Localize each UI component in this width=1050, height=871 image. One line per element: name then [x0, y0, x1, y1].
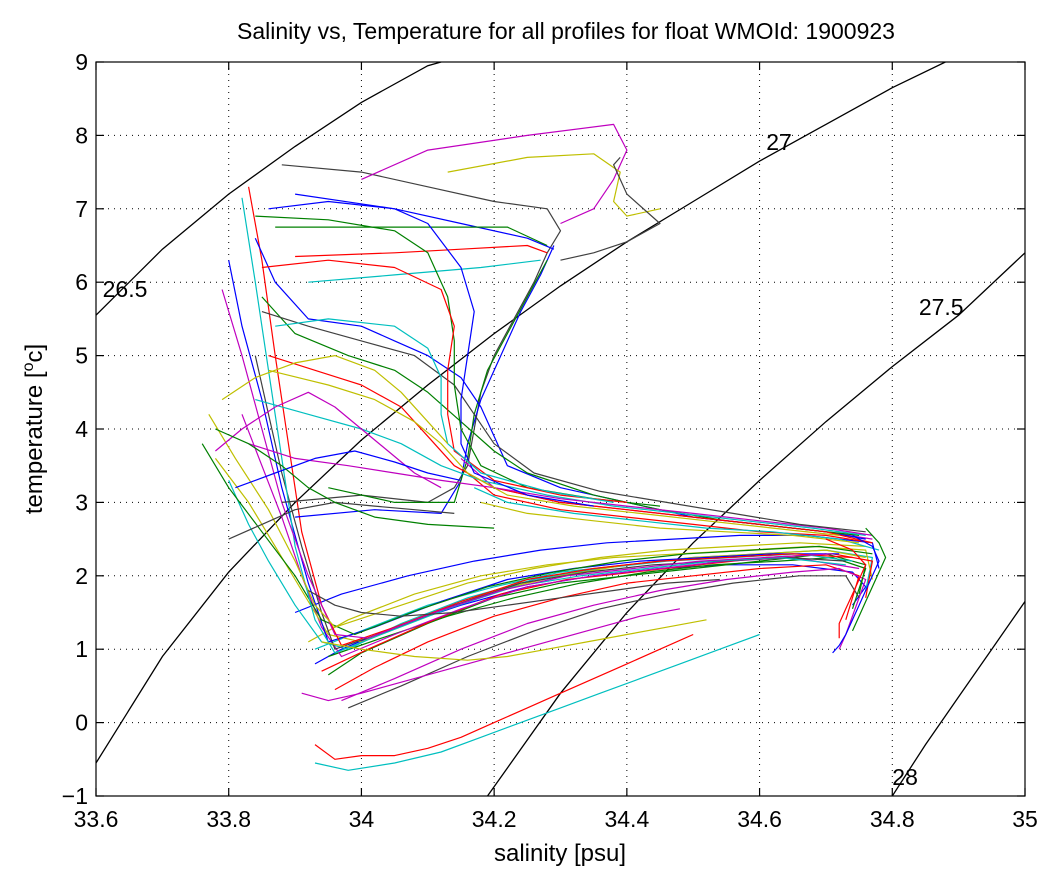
profile-line [341, 567, 867, 702]
profile-line [275, 226, 548, 247]
isopycnal-line [486, 252, 1025, 796]
y-tick-label: 4 [75, 416, 88, 442]
plot-background [96, 62, 1025, 796]
profile-line [480, 501, 860, 544]
y-tick-label: 0 [75, 710, 88, 736]
isopycnal-line [96, 62, 442, 316]
profile-line [221, 355, 449, 445]
profile-line [241, 414, 860, 658]
x-tick-label: 34.4 [604, 806, 649, 832]
profile-line [361, 123, 628, 225]
y-tick-label: −1 [62, 783, 88, 809]
y-tick-label: 7 [75, 196, 88, 222]
x-tick-label: 34.2 [472, 806, 517, 832]
profile-line [851, 527, 887, 632]
profile-line [347, 575, 860, 709]
y-axis-label-end: c] [21, 344, 48, 363]
y-axis-label: temperature [oc] [20, 344, 48, 514]
profile-line [473, 487, 880, 551]
isopycnal-line [96, 62, 946, 764]
profile-line [208, 413, 866, 628]
isopycnal-contours [96, 62, 1025, 796]
y-tick-label: 1 [75, 636, 88, 662]
profile-line [241, 197, 846, 654]
y-tick-label: 9 [75, 49, 88, 75]
grid-lines [96, 62, 1025, 796]
profile-line [295, 193, 555, 250]
profile-line [281, 252, 548, 503]
chart-title: Salinity vs, Temperature for all profile… [237, 18, 895, 44]
profile-line [308, 259, 541, 283]
y-tick-label: 6 [75, 269, 88, 295]
profile-line [268, 369, 840, 536]
y-tick-label: 5 [75, 343, 88, 369]
profile-line [255, 399, 866, 536]
isopycnal-label: 26.5 [103, 276, 148, 302]
profile-line [248, 186, 853, 647]
x-tick-label: 33.6 [74, 806, 119, 832]
y-axis-label-main: temperature [ [21, 371, 48, 514]
profile-line [215, 428, 495, 529]
profile-line [221, 289, 833, 639]
profile-line [261, 311, 866, 533]
x-tick-label: 35 [1012, 806, 1038, 832]
x-tick-label: 34 [349, 806, 375, 832]
profile-line [235, 450, 462, 489]
isopycnal-labels: 26.5 27 27.5 28 [103, 129, 964, 790]
profile-line [201, 443, 873, 636]
profile-line [261, 259, 627, 503]
profile-line [295, 244, 548, 258]
profile-line [248, 443, 873, 536]
y-tick-label: 8 [75, 122, 88, 148]
isopycnal-label: 27.5 [919, 294, 964, 320]
x-axis-label: salinity [psu] [494, 840, 626, 867]
profile-line [268, 200, 594, 507]
profile-line [308, 578, 720, 617]
y-tick-label: 3 [75, 489, 88, 515]
isopycnal-label: 27 [766, 129, 792, 155]
x-tick-label: 33.8 [206, 806, 251, 832]
profile-line [301, 608, 681, 702]
profile-line [447, 153, 661, 217]
profile-lines [201, 123, 887, 771]
profile-line [321, 553, 873, 672]
profile-line [314, 633, 760, 771]
profile-line [825, 538, 867, 639]
y-tick-label: 2 [75, 563, 88, 589]
profile-line [560, 157, 661, 261]
x-tick-label: 34.8 [870, 806, 915, 832]
profile-line [275, 318, 614, 503]
profile-line [467, 472, 873, 544]
profile-line [314, 633, 694, 760]
isopycnal-line [891, 601, 1025, 796]
x-tick-label: 34.6 [737, 806, 782, 832]
profile-line [321, 619, 707, 661]
profile-line [295, 245, 555, 518]
profile-line [281, 164, 562, 254]
isopycnal-label: 28 [892, 764, 918, 790]
y-axis-label-superscript: o [20, 362, 37, 371]
profile-line [832, 534, 880, 654]
